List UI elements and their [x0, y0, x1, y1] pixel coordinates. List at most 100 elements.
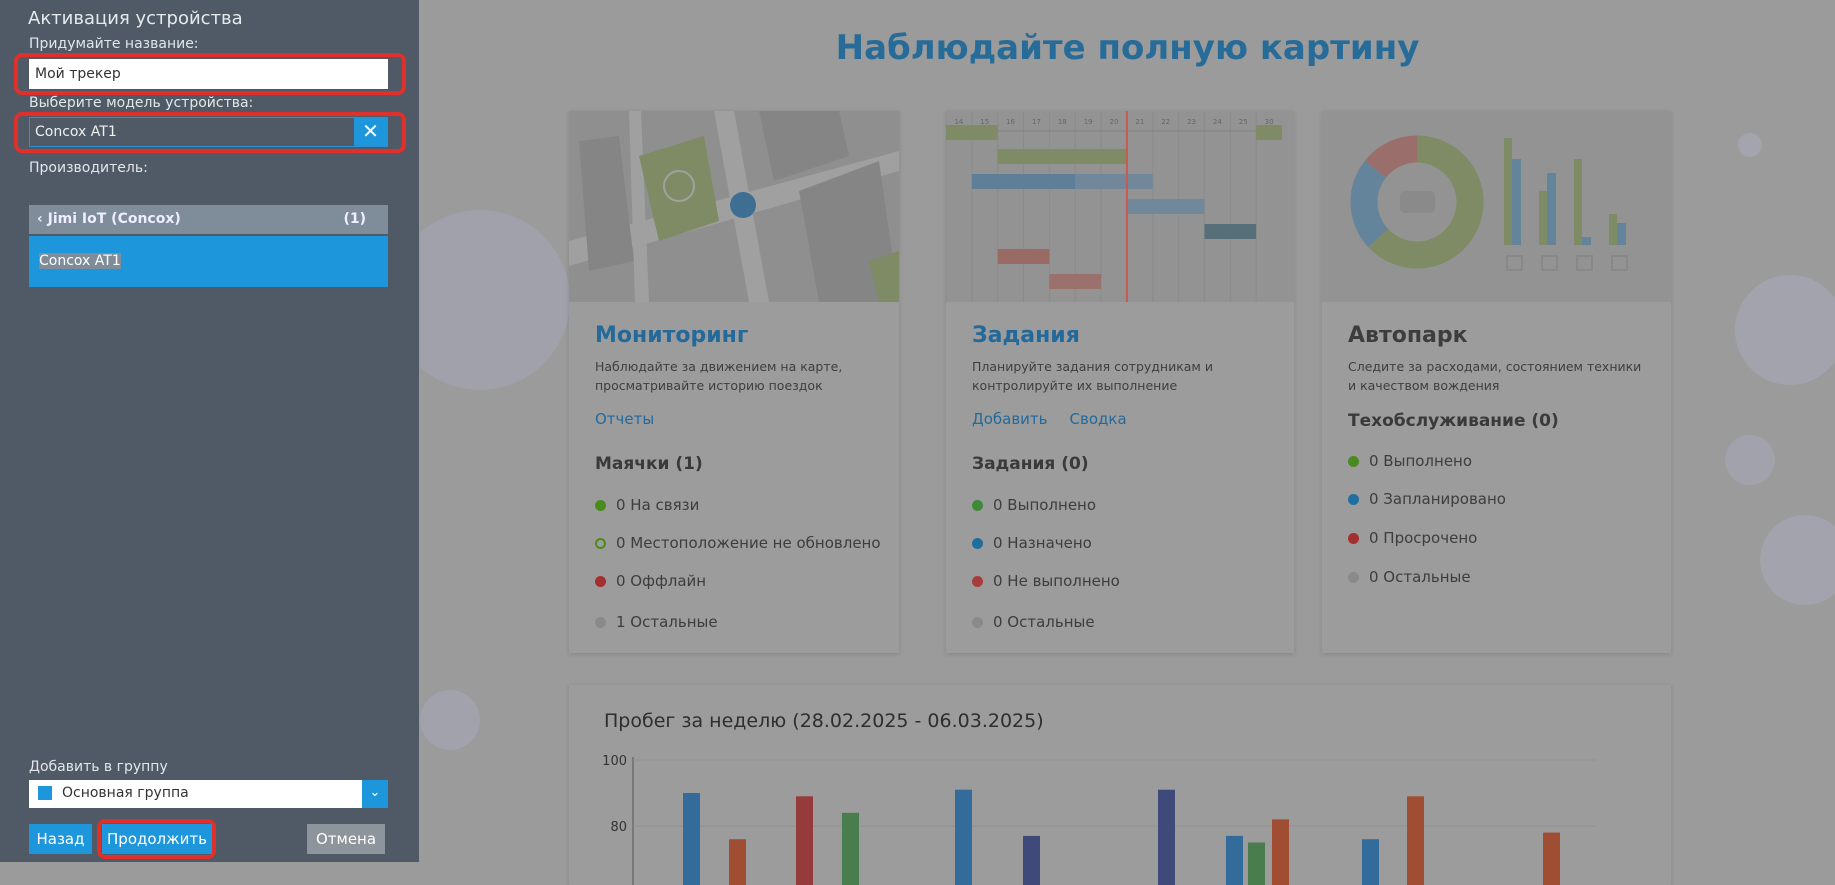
gantt-bar: [946, 125, 998, 140]
status-text: 0 Оффлайн: [616, 572, 706, 590]
back-button[interactable]: Назад: [29, 824, 92, 854]
status-text: 0 Выполнено: [993, 496, 1096, 514]
status-dot-icon: [1348, 494, 1359, 505]
gantt-day-label: 14: [954, 118, 963, 126]
status-dot-icon: [972, 538, 983, 549]
y-tick-label: 100: [602, 754, 627, 769]
status-dot-icon: [972, 576, 983, 587]
status-text: 0 Запланировано: [1369, 490, 1506, 508]
group-select[interactable]: Основная группа ⌄: [29, 780, 388, 808]
manufacturer-group-header[interactable]: ‹ Jimi IoT (Concox)(1): [29, 205, 388, 234]
panel-title: Активация устройства: [28, 8, 243, 29]
status-dot-icon: [972, 617, 983, 628]
fleet-illustration: [1322, 111, 1671, 302]
status-text: 0 Остальные: [993, 613, 1095, 631]
status-item: 0 Выполнено: [972, 496, 1096, 514]
gantt-bar: [1049, 274, 1101, 289]
gantt-bar: [1256, 125, 1282, 140]
gantt-day-label: 19: [1084, 118, 1093, 126]
car-icon: [1400, 191, 1435, 213]
clear-model-button[interactable]: ✕: [354, 118, 387, 146]
bar: [1158, 790, 1175, 885]
add-task-link[interactable]: Добавить: [972, 410, 1048, 428]
group-color-swatch: [38, 786, 52, 800]
gantt-bar: [998, 249, 1050, 264]
model-list-item-label: Concox AT1: [39, 253, 121, 269]
device-activation-panel: Активация устройства Придумайте название…: [0, 0, 419, 862]
model-list-item[interactable]: Concox AT1: [29, 236, 388, 287]
close-icon: ✕: [362, 119, 379, 143]
status-item: 0 Запланировано: [1348, 490, 1506, 508]
manufacturer-label: Производитель:: [29, 160, 148, 176]
weekly-mileage-chart: Пробег за неделю (28.02.2025 - 06.03.202…: [569, 685, 1671, 885]
status-dot-icon: [595, 576, 606, 587]
gantt-day-label: 23: [1187, 118, 1196, 126]
trackers-heading: Маячки (1): [595, 454, 703, 474]
device-model-input[interactable]: Concox AT1 ✕: [29, 117, 388, 147]
status-item: 0 Просрочено: [1348, 529, 1477, 547]
driver-icons: [1507, 256, 1627, 270]
chart-plot: 100 80: [569, 685, 1671, 885]
manufacturer-name: Jimi IoT (Concox): [48, 211, 181, 227]
map-illustration: [569, 111, 899, 302]
gantt-bar: [1204, 224, 1256, 239]
status-dot-icon: [1348, 456, 1359, 467]
maintenance-heading: Техобслуживание (0): [1348, 411, 1559, 431]
reports-link[interactable]: Отчеты: [595, 410, 654, 428]
gantt-day-label: 30: [1265, 118, 1274, 126]
summary-link[interactable]: Сводка: [1070, 410, 1127, 428]
bars-mini: [1504, 138, 1626, 245]
card-description: Планируйте задания сотрудникам и контрол…: [972, 357, 1272, 395]
gantt-day-label: 21: [1135, 118, 1144, 126]
manufacturer-count: (1): [343, 211, 366, 227]
status-item: 0 Назначено: [972, 534, 1092, 552]
gantt-bar: [998, 149, 1127, 164]
model-value: Concox AT1: [35, 124, 117, 140]
status-item: 1 Остальные: [595, 613, 718, 631]
status-text: 0 Назначено: [993, 534, 1092, 552]
status-item: 0 Выполнено: [1348, 452, 1472, 470]
gantt-day-label: 20: [1110, 118, 1119, 126]
model-label: Выберите модель устройства:: [29, 95, 253, 111]
fleet-card: Автопарк Следите за расходами, состояние…: [1322, 111, 1671, 653]
status-text: 0 На связи: [616, 496, 699, 514]
gantt-day-label: 15: [980, 118, 989, 126]
status-dot-icon: [1348, 572, 1359, 583]
card-title: Автопарк: [1348, 323, 1468, 348]
status-dot-icon: [1348, 533, 1359, 544]
page-title: Наблюдайте полную картину: [420, 28, 1835, 68]
status-text: 1 Остальные: [616, 613, 718, 631]
continue-button[interactable]: Продолжить: [102, 824, 212, 854]
device-name-input[interactable]: Мой трекер: [29, 59, 388, 89]
status-dot-icon: [595, 538, 606, 549]
group-value: Основная группа: [62, 785, 189, 801]
bar: [1543, 833, 1560, 885]
status-item: 0 Оффлайн: [595, 572, 706, 590]
gantt-day-label: 25: [1239, 118, 1248, 126]
gantt-day-label: 22: [1161, 118, 1170, 126]
chevron-down-icon[interactable]: ⌄: [362, 780, 388, 808]
bar: [1248, 843, 1265, 885]
bar: [796, 796, 813, 885]
status-item: 0 Местоположение не обновлено: [595, 534, 881, 552]
group-label: Добавить в группу: [29, 759, 168, 775]
gantt-day-label: 17: [1032, 118, 1041, 126]
bar: [1407, 796, 1424, 885]
card-description: Наблюдайте за движением на карте, просма…: [595, 357, 895, 395]
cancel-button[interactable]: Отмена: [307, 824, 385, 854]
card-title: Задания: [972, 323, 1080, 348]
gantt-bar: [1075, 174, 1153, 189]
status-item: 0 На связи: [595, 496, 699, 514]
bar: [1272, 819, 1289, 885]
y-tick-label: 80: [610, 820, 627, 835]
status-text: 0 Выполнено: [1369, 452, 1472, 470]
status-item: 0 Не выполнено: [972, 572, 1120, 590]
bar: [842, 813, 859, 885]
status-item: 0 Остальные: [1348, 568, 1471, 586]
status-dot-icon: [972, 500, 983, 511]
status-text: 0 Просрочено: [1369, 529, 1477, 547]
gantt-bar: [972, 174, 1075, 189]
status-item: 0 Остальные: [972, 613, 1095, 631]
